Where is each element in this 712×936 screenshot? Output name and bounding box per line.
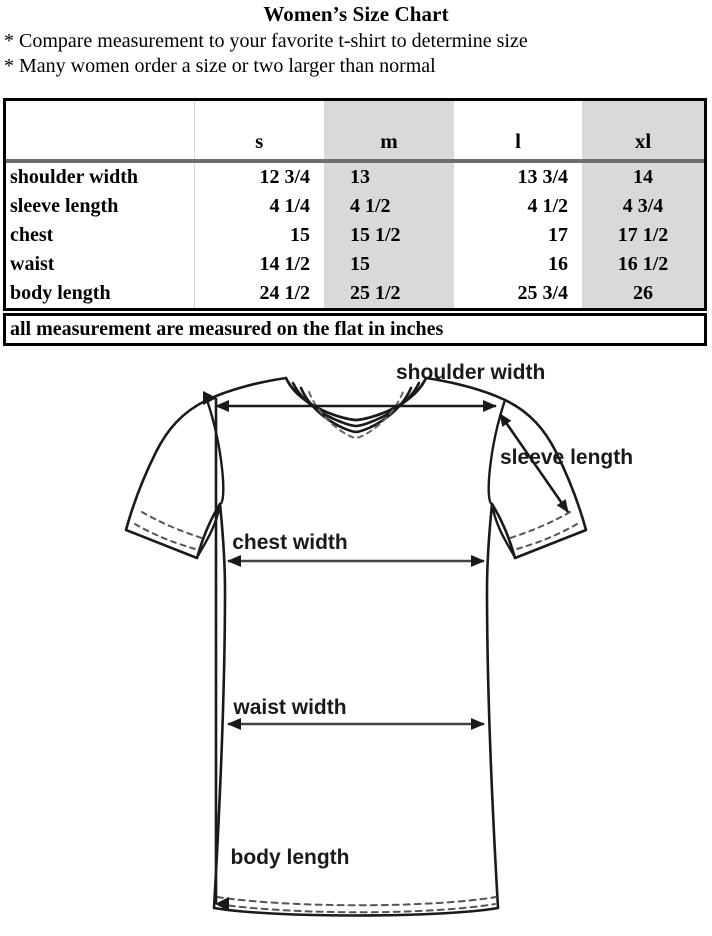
cell-waist-s: 14 1/2 [259, 253, 310, 275]
tshirt-diagram: shoulder width sleeve length chest width… [0, 352, 712, 936]
bottom-hem-stitching [216, 896, 497, 914]
sleeve-hem-stitching [134, 511, 578, 551]
sleeve-length-arrow [498, 413, 570, 513]
table-row: waist 14 1/2 15 16 16 1/2 [6, 250, 704, 279]
label-body-length: body length [231, 846, 350, 869]
column-header-m: m [324, 101, 454, 161]
row-label-waist: waist [6, 250, 195, 279]
table-header-row: s m l xl [6, 101, 704, 161]
column-header-s: s [255, 129, 264, 153]
page-title: Women’s Size Chart [263, 2, 449, 26]
cell-sleeve-length-s: 4 1/4 [269, 195, 310, 217]
cell-shoulder-width-s: 12 3/4 [259, 166, 310, 188]
cell-body-length-s: 24 1/2 [259, 282, 310, 304]
size-table-body: shoulder width 12 3/4 13 13 3/4 14 sleev… [6, 161, 704, 308]
page-header: Women’s Size Chart * Compare measurement… [0, 0, 712, 79]
label-waist-width: waist width [232, 696, 346, 719]
header-note-2: * Many women order a size or two larger … [4, 55, 436, 77]
cell-body-length-xl: 26 [582, 279, 704, 308]
column-header-xl: xl [582, 101, 704, 161]
table-row: body length 24 1/2 25 1/2 25 3/4 26 [6, 279, 704, 308]
column-header-l: l [515, 129, 521, 153]
header-note-1: * Compare measurement to your favorite t… [4, 30, 528, 52]
size-table: s m l xl shoulder width 12 3/4 13 13 3/4… [6, 101, 704, 308]
row-label-chest: chest [6, 221, 195, 250]
size-table-container: s m l xl shoulder width 12 3/4 13 13 3/4… [3, 98, 707, 311]
row-label-sleeve-length: sleeve length [6, 192, 195, 221]
row-label-body-length: body length [6, 279, 195, 308]
size-table-header: s m l xl [6, 101, 704, 161]
table-row: chest 15 15 1/2 17 17 1/2 [6, 221, 704, 250]
cell-waist-l: 16 [548, 253, 568, 275]
label-shoulder-width: shoulder width [396, 361, 545, 384]
cell-sleeve-length-xl: 4 3/4 [582, 192, 704, 221]
cell-chest-s: 15 [290, 224, 310, 246]
cell-shoulder-width-xl: 14 [582, 161, 704, 192]
cell-chest-l: 17 [548, 224, 568, 246]
label-chest-width: chest width [232, 531, 348, 554]
cell-shoulder-width-l: 13 3/4 [517, 166, 568, 188]
header-corner-cell [6, 101, 195, 161]
cell-sleeve-length-m: 4 1/2 [324, 192, 454, 221]
cell-chest-m: 15 1/2 [324, 221, 454, 250]
cell-sleeve-length-l: 4 1/2 [527, 195, 568, 217]
cell-waist-xl: 16 1/2 [582, 250, 704, 279]
table-row: shoulder width 12 3/4 13 13 3/4 14 [6, 161, 704, 192]
cell-body-length-l: 25 3/4 [517, 282, 568, 304]
label-sleeve-length: sleeve length [500, 446, 633, 469]
row-label-shoulder-width: shoulder width [6, 161, 195, 192]
cell-body-length-m: 25 1/2 [324, 279, 454, 308]
table-row: sleeve length 4 1/4 4 1/2 4 1/2 4 3/4 [6, 192, 704, 221]
cell-chest-xl: 17 1/2 [582, 221, 704, 250]
cell-shoulder-width-m: 13 [324, 161, 454, 192]
cell-waist-m: 15 [324, 250, 454, 279]
measurement-footnote: all measurement are measured on the flat… [3, 313, 707, 346]
